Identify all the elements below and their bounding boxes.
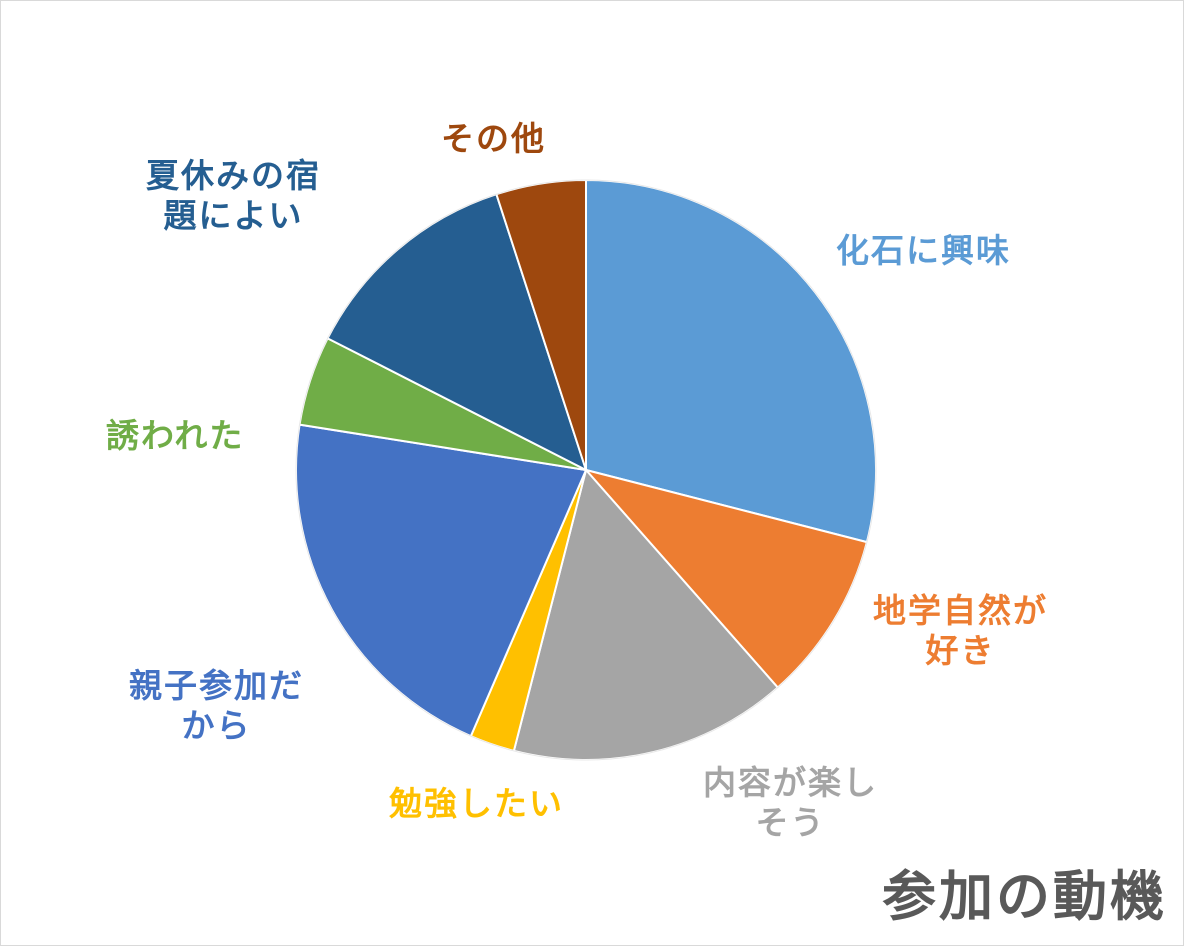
slice-label-line: 内容が楽し <box>703 763 878 802</box>
slice-label-line: 地学自然が <box>873 591 1048 630</box>
slice-label-5: 親子参加だ から <box>129 666 304 745</box>
slice-label-1: 化石に興味 <box>836 231 1011 271</box>
slice-label-line: そう <box>755 802 826 842</box>
slice-label-2: 地学自然が 好き <box>873 591 1048 670</box>
slice-label-line: 親子参加だ <box>129 666 304 705</box>
slice-label-line: 好き <box>925 630 996 670</box>
slice-label-4: 勉強したい <box>389 784 564 824</box>
slice-label-line: 誘われた <box>106 416 245 455</box>
slice-label-3: 内容が楽し そう <box>703 763 878 842</box>
slice-label-7: 夏休みの宿 題によい <box>146 156 321 235</box>
slice-label-line: 化石に興味 <box>836 231 1011 270</box>
slice-label-line: 夏休みの宿 <box>146 156 321 195</box>
slice-label-8: その他 <box>441 119 546 159</box>
slice-label-line: 題によい <box>163 195 304 235</box>
slice-label-line: 勉強したい <box>389 784 564 823</box>
chart-title: 参加の動機 <box>882 865 1167 928</box>
slice-label-line: その他 <box>441 119 546 158</box>
slice-label-6: 誘われた <box>106 416 244 456</box>
pie-slices <box>295 178 877 761</box>
slice-label-line: から <box>181 705 252 745</box>
pie-outline <box>295 179 877 761</box>
